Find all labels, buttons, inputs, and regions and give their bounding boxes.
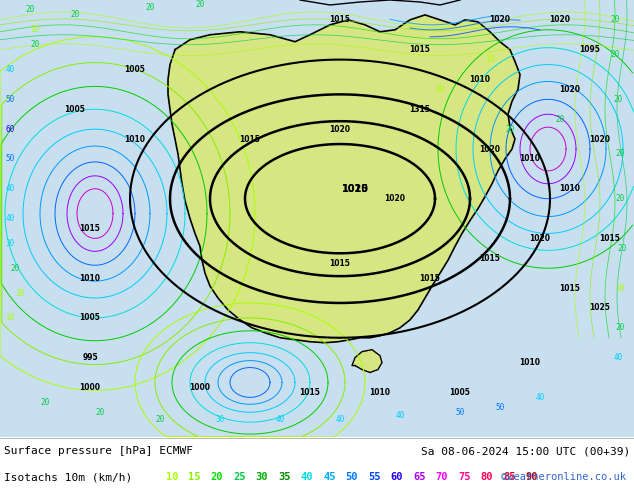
Text: 20: 20 (616, 323, 624, 332)
Text: ©weatheronline.co.uk: ©weatheronline.co.uk (501, 472, 626, 482)
Text: 1010: 1010 (559, 184, 581, 193)
Text: 85: 85 (503, 472, 515, 482)
Text: 1010: 1010 (124, 135, 145, 144)
Text: 1015: 1015 (560, 284, 581, 293)
Polygon shape (352, 350, 382, 372)
Text: 45: 45 (323, 472, 336, 482)
Text: 65: 65 (413, 472, 426, 482)
Text: 10: 10 (30, 25, 39, 34)
Text: Isotachs 10m (km/h): Isotachs 10m (km/h) (4, 472, 133, 482)
Text: 20: 20 (195, 0, 205, 9)
Text: 20: 20 (555, 115, 565, 123)
Text: 1015: 1015 (299, 388, 320, 397)
Text: 70: 70 (436, 472, 448, 482)
Text: 1015: 1015 (420, 273, 441, 283)
Text: 1015: 1015 (342, 184, 368, 194)
Text: 1010: 1010 (470, 75, 491, 84)
Text: 20: 20 (70, 10, 80, 20)
Text: 40: 40 (5, 214, 15, 223)
Text: 20: 20 (41, 398, 49, 407)
Text: 1020: 1020 (330, 124, 351, 134)
Text: 75: 75 (458, 472, 471, 482)
Text: 1005: 1005 (124, 65, 145, 74)
Text: 20: 20 (613, 95, 623, 104)
Text: 1025: 1025 (590, 303, 611, 313)
Text: 1015: 1015 (479, 254, 500, 263)
Text: 10: 10 (616, 284, 624, 293)
Text: 1020: 1020 (489, 15, 510, 24)
Text: 40: 40 (535, 393, 545, 402)
Polygon shape (168, 15, 520, 343)
Text: 1010: 1010 (519, 358, 541, 367)
Text: 30: 30 (5, 239, 15, 248)
Text: Surface pressure [hPa] ECMWF: Surface pressure [hPa] ECMWF (4, 446, 193, 456)
Text: 60: 60 (391, 472, 403, 482)
Text: 80: 80 (481, 472, 493, 482)
Text: 30: 30 (216, 415, 224, 424)
Text: 50: 50 (5, 95, 15, 104)
Text: 20: 20 (611, 15, 619, 24)
Text: 10: 10 (5, 314, 15, 322)
Text: 40: 40 (396, 411, 404, 420)
Text: 30: 30 (256, 472, 268, 482)
Text: 1015: 1015 (79, 224, 100, 233)
Text: 20: 20 (616, 194, 624, 203)
Text: 1010: 1010 (519, 154, 541, 164)
Text: 1010: 1010 (370, 388, 391, 397)
Text: 40: 40 (301, 472, 313, 482)
Text: 1015: 1015 (410, 45, 430, 54)
Text: 50: 50 (495, 403, 505, 412)
Text: 1015: 1015 (330, 15, 351, 24)
Text: 1020: 1020 (559, 85, 581, 94)
Text: 995: 995 (82, 353, 98, 362)
Text: 1315: 1315 (410, 105, 430, 114)
Text: 20: 20 (618, 244, 626, 253)
Text: 40: 40 (5, 65, 15, 74)
Text: 1005: 1005 (79, 314, 100, 322)
Text: 10: 10 (436, 85, 444, 94)
Text: 1005: 1005 (65, 105, 86, 114)
Text: Sa 08-06-2024 15:00 UTC (00+39): Sa 08-06-2024 15:00 UTC (00+39) (421, 446, 630, 456)
Text: 20: 20 (155, 415, 165, 424)
Text: 1010: 1010 (79, 273, 101, 283)
Text: 50: 50 (455, 408, 465, 417)
Text: 60: 60 (5, 124, 15, 134)
Text: 1015: 1015 (240, 135, 261, 144)
Text: 50: 50 (346, 472, 358, 482)
Text: 40: 40 (275, 415, 285, 424)
Text: 1020: 1020 (479, 145, 500, 153)
Text: 10: 10 (486, 55, 495, 64)
Text: 15: 15 (188, 472, 201, 482)
Text: 20: 20 (25, 5, 35, 14)
Text: 40: 40 (5, 184, 15, 193)
Text: 20: 20 (10, 264, 20, 273)
Text: 20: 20 (210, 472, 223, 482)
Text: 20: 20 (95, 408, 105, 417)
Text: 90: 90 (526, 472, 538, 482)
Text: 20: 20 (616, 149, 624, 158)
Text: 1020: 1020 (529, 234, 550, 243)
Text: 10: 10 (165, 472, 178, 482)
Text: 40: 40 (613, 353, 623, 362)
Text: 1015: 1015 (330, 259, 351, 268)
Text: 20: 20 (611, 50, 619, 59)
Text: 20: 20 (30, 40, 39, 49)
Text: 1020: 1020 (342, 184, 368, 194)
Text: 1020: 1020 (384, 194, 406, 203)
Text: 50: 50 (5, 154, 15, 164)
Text: 25: 25 (233, 472, 246, 482)
Text: 1015: 1015 (600, 234, 621, 243)
Text: 1095: 1095 (579, 45, 600, 54)
Text: 1020: 1020 (590, 135, 611, 144)
Text: 1000: 1000 (190, 383, 210, 392)
Text: 55: 55 (368, 472, 381, 482)
Text: 1020: 1020 (550, 15, 571, 24)
Text: 35: 35 (278, 472, 291, 482)
Text: 1000: 1000 (79, 383, 101, 392)
Text: 20: 20 (505, 124, 515, 134)
Text: 40: 40 (335, 415, 345, 424)
Text: 10: 10 (15, 289, 25, 297)
Text: 1005: 1005 (450, 388, 470, 397)
Text: 20: 20 (145, 3, 155, 12)
